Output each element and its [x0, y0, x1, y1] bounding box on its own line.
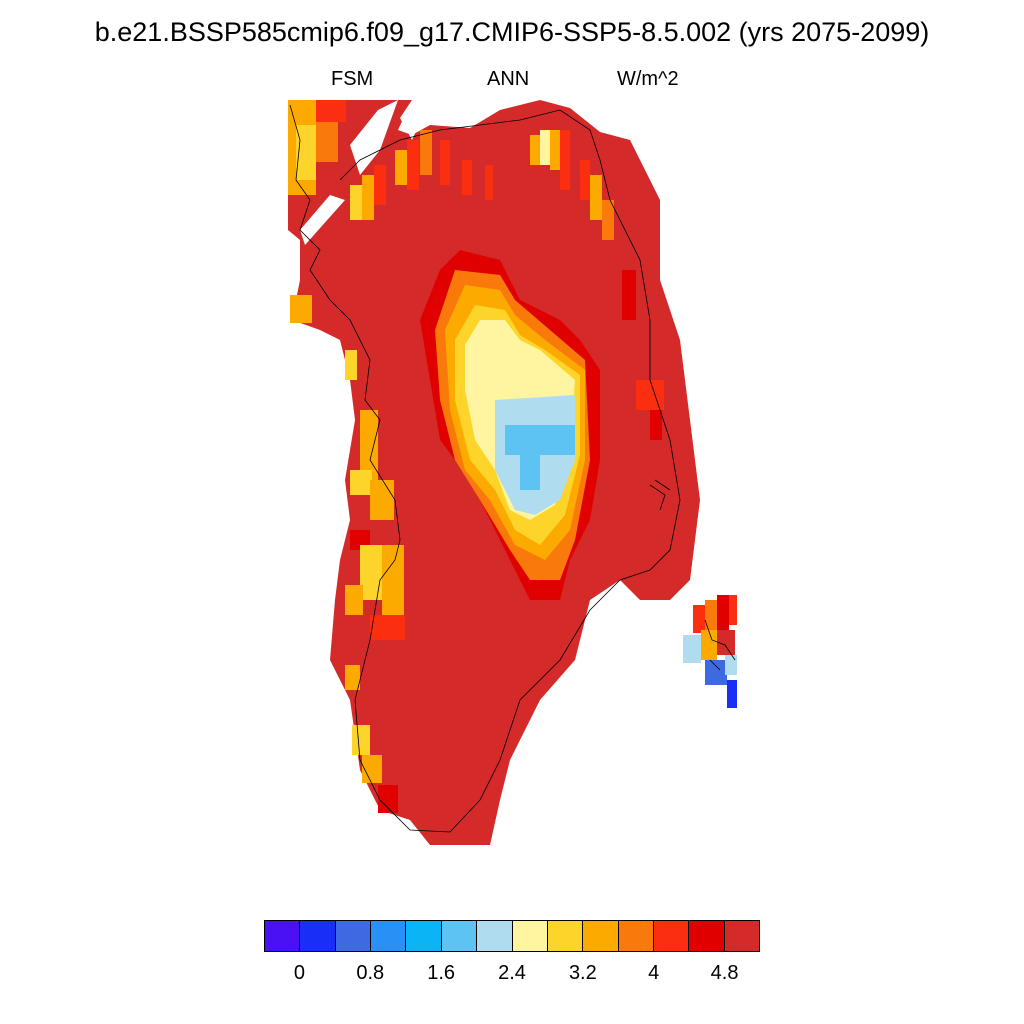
- colorbar-box: [371, 921, 407, 951]
- grid-cell: [485, 165, 493, 200]
- grid-cell: [550, 130, 560, 170]
- grid-cell: [622, 270, 636, 320]
- grid-cell: [370, 615, 405, 640]
- colorbar-box: [724, 921, 760, 951]
- grid-cell: [530, 135, 540, 165]
- grid-cell: [316, 100, 346, 122]
- colorbar-box: [583, 921, 619, 951]
- colorbar-box: [406, 921, 442, 951]
- grid-cell: [580, 160, 590, 200]
- grid-cell: [395, 150, 407, 185]
- grid-cell: [362, 175, 374, 220]
- colorbar-box: [335, 921, 372, 951]
- grid-cell: [462, 160, 472, 195]
- grid-cell: [362, 755, 382, 783]
- colorbar-box: [441, 921, 478, 951]
- period-label: ANN: [487, 68, 530, 90]
- grid-cell: [345, 350, 357, 380]
- colorbar-tick-label: 4.8: [710, 962, 739, 984]
- grid-cell: [352, 725, 370, 755]
- grid-cell: [296, 125, 316, 180]
- colorbar-tick-label: 3.2: [568, 962, 597, 984]
- grid-cell: [590, 175, 602, 220]
- colorbar-box: [265, 921, 301, 951]
- grid-cell: [345, 665, 360, 690]
- colorbar-box: [689, 921, 725, 951]
- interior-field: [420, 250, 600, 600]
- grid-cell: [316, 122, 338, 162]
- island-field: [683, 595, 737, 708]
- variable-label: FSM: [331, 68, 374, 90]
- grid-cell: [370, 480, 394, 520]
- colorbar-labels: 0 0.8 1.6 2.4 3.2 4 4.8: [264, 960, 760, 986]
- grid-cell: [350, 470, 372, 495]
- colorbar-box: [618, 921, 654, 951]
- grid-cell: [378, 785, 398, 813]
- colorbar-box: [477, 921, 513, 951]
- grid-cell: [560, 130, 570, 190]
- grid-cell: [345, 585, 363, 615]
- grid-cell: [382, 545, 404, 620]
- colorbar: [264, 920, 760, 952]
- grid-cell: [374, 165, 386, 205]
- colorbar-box: [653, 921, 690, 951]
- ocean-gap: [400, 100, 430, 140]
- grid-cell: [440, 140, 450, 185]
- ocean-gap: [350, 100, 398, 175]
- grid-cell: [420, 130, 432, 175]
- grid-cell: [407, 140, 419, 190]
- colorbar-tick-label: 2.4: [498, 962, 526, 984]
- coastline: [289, 104, 681, 833]
- grid-cell: [650, 410, 662, 440]
- colorbar-box: [300, 921, 336, 951]
- colorbar-box: [512, 921, 548, 951]
- ocean-gap: [300, 195, 345, 245]
- plot-title: b.e21.BSSP585cmip6.f09_g17.CMIP6-SSP5-8.…: [94, 17, 930, 47]
- grid-cell: [636, 380, 664, 410]
- grid-cell: [360, 410, 378, 480]
- grid-cell: [602, 200, 614, 240]
- colorbar-tick-label: 0.8: [356, 962, 385, 984]
- grid-cell: [350, 185, 362, 220]
- colorbar-tick-label: 1.6: [427, 962, 456, 984]
- grid-cell: [540, 130, 550, 165]
- units-label: W/m^2: [617, 68, 679, 90]
- colorbar-tick-label: 0: [293, 962, 305, 984]
- colorbar-tick-label: 4: [648, 962, 660, 984]
- grid-cell: [290, 295, 312, 323]
- grid-cell: [360, 545, 382, 600]
- colorbar-box: [547, 921, 584, 951]
